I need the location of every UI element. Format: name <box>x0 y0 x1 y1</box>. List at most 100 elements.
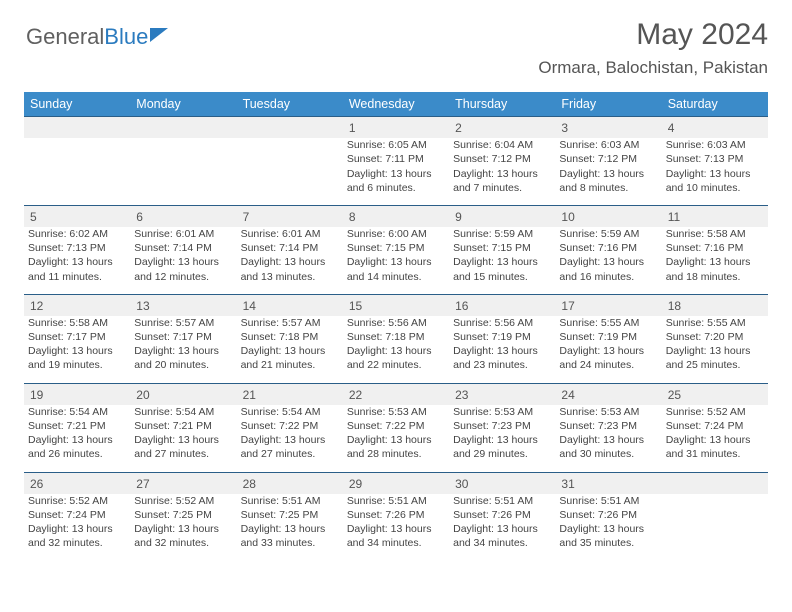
day-number-cell: 26 <box>24 472 130 494</box>
day-number-cell: 19 <box>24 383 130 405</box>
day-detail-cell: Sunrise: 6:03 AMSunset: 7:12 PMDaylight:… <box>555 138 661 205</box>
day-number-cell: 2 <box>449 117 555 139</box>
sunrise-text: Sunrise: 5:54 AM <box>241 405 339 419</box>
day-number-cell: 1 <box>343 117 449 139</box>
day-number-cell: 3 <box>555 117 661 139</box>
day-detail-row: Sunrise: 6:02 AMSunset: 7:13 PM Daylight:… <box>24 227 768 294</box>
day-detail-cell <box>237 138 343 205</box>
sunrise-text: Sunrise: 5:53 AM <box>559 405 657 419</box>
day-detail-cell: Sunrise: 5:54 AMSunset: 7:21 PMDaylight:… <box>24 405 130 472</box>
sunset-text: Sunset: 7:18 PM <box>241 330 339 344</box>
day-detail-cell: Sunrise: 5:55 AMSunset: 7:20 PMDaylight:… <box>662 316 768 383</box>
sunset-text: Sunset: 7:25 PM <box>134 508 232 522</box>
logo-part2: Blue <box>104 24 148 49</box>
sunrise-text: Sunrise: 6:02 AM <box>28 227 126 241</box>
day-number-cell: 11 <box>662 205 768 227</box>
sunset-text: Sunset: 7:17 PM <box>28 330 126 344</box>
sunset-text: Sunset: 7:22 PM <box>347 419 445 433</box>
sunrise-text: Sunrise: 6:03 AM <box>666 138 764 152</box>
sunset-text: Sunset: 7:16 PM <box>666 241 764 255</box>
sunset-text: Sunset: 7:23 PM <box>559 419 657 433</box>
day-detail-cell: Sunrise: 6:04 AMSunset: 7:12 PMDaylight:… <box>449 138 555 205</box>
daylight-text: Daylight: 13 hours and 10 minutes. <box>666 167 764 195</box>
day-detail-cell: Sunrise: 5:52 AMSunset: 7:24 PMDaylight:… <box>662 405 768 472</box>
day-number-cell: 31 <box>555 472 661 494</box>
day-number-cell: 10 <box>555 205 661 227</box>
day-number-row: 12131415161718 <box>24 294 768 316</box>
sunset-text: Sunset: 7:24 PM <box>28 508 126 522</box>
day-detail-cell: Sunrise: 6:02 AMSunset: 7:13 PMDaylight:… <box>24 227 130 294</box>
weekday-header: Monday <box>130 92 236 117</box>
sunrise-text: Sunrise: 5:51 AM <box>347 494 445 508</box>
sunset-text: Sunset: 7:16 PM <box>559 241 657 255</box>
day-number-cell: 8 <box>343 205 449 227</box>
day-detail-cell: Sunrise: 5:51 AMSunset: 7:26 PMDaylight:… <box>555 494 661 561</box>
logo-triangle-icon <box>150 28 168 42</box>
sunset-text: Sunset: 7:12 PM <box>559 152 657 166</box>
daylight-text: Daylight: 13 hours and 19 minutes. <box>28 344 126 372</box>
weekday-header: Sunday <box>24 92 130 117</box>
day-number-row: 262728293031 <box>24 472 768 494</box>
sunrise-text: Sunrise: 5:55 AM <box>559 316 657 330</box>
day-number-cell: 16 <box>449 294 555 316</box>
sunset-text: Sunset: 7:14 PM <box>134 241 232 255</box>
day-number-cell: 6 <box>130 205 236 227</box>
daylight-text: Daylight: 13 hours and 23 minutes. <box>453 344 551 372</box>
day-number-row: 567891011 <box>24 205 768 227</box>
day-detail-cell: Sunrise: 5:54 AMSunset: 7:22 PMDaylight:… <box>237 405 343 472</box>
sunset-text: Sunset: 7:17 PM <box>134 330 232 344</box>
daylight-text: Daylight: 13 hours and 12 minutes. <box>134 255 232 283</box>
daylight-text: Daylight: 13 hours and 34 minutes. <box>347 522 445 550</box>
sunset-text: Sunset: 7:26 PM <box>453 508 551 522</box>
sunset-text: Sunset: 7:13 PM <box>28 241 126 255</box>
sunrise-text: Sunrise: 5:52 AM <box>134 494 232 508</box>
day-detail-row: Sunrise: 5:52 AMSunset: 7:24 PMDaylight:… <box>24 494 768 561</box>
sunrise-text: Sunrise: 5:53 AM <box>347 405 445 419</box>
sunset-text: Sunset: 7:12 PM <box>453 152 551 166</box>
day-detail-cell: Sunrise: 5:58 AMSunset: 7:17 PMDaylight:… <box>24 316 130 383</box>
weekday-header: Friday <box>555 92 661 117</box>
day-number-cell: 9 <box>449 205 555 227</box>
day-detail-cell <box>130 138 236 205</box>
day-number-cell: 14 <box>237 294 343 316</box>
day-detail-cell: Sunrise: 5:53 AMSunset: 7:23 PMDaylight:… <box>449 405 555 472</box>
weekday-header: Saturday <box>662 92 768 117</box>
weekday-header: Tuesday <box>237 92 343 117</box>
weekday-header: Thursday <box>449 92 555 117</box>
daylight-text: Daylight: 13 hours and 13 minutes. <box>241 255 339 283</box>
logo: GeneralBlue <box>26 24 168 50</box>
weekday-header-row: SundayMondayTuesdayWednesdayThursdayFrid… <box>24 92 768 117</box>
daylight-text: Daylight: 13 hours and 32 minutes. <box>134 522 232 550</box>
sunrise-text: Sunrise: 5:57 AM <box>134 316 232 330</box>
daylight-text: Daylight: 13 hours and 15 minutes. <box>453 255 551 283</box>
sunrise-text: Sunrise: 5:51 AM <box>559 494 657 508</box>
sunset-text: Sunset: 7:15 PM <box>347 241 445 255</box>
weekday-header: Wednesday <box>343 92 449 117</box>
sunset-text: Sunset: 7:26 PM <box>347 508 445 522</box>
day-detail-cell: Sunrise: 5:51 AMSunset: 7:25 PMDaylight:… <box>237 494 343 561</box>
day-detail-row: Sunrise: 5:58 AMSunset: 7:17 PMDaylight:… <box>24 316 768 383</box>
sunset-text: Sunset: 7:25 PM <box>241 508 339 522</box>
daylight-text: Daylight: 13 hours and 14 minutes. <box>347 255 445 283</box>
sunrise-text: Sunrise: 5:56 AM <box>453 316 551 330</box>
day-detail-cell: Sunrise: 5:51 AMSunset: 7:26 PMDaylight:… <box>449 494 555 561</box>
sunset-text: Sunset: 7:23 PM <box>453 419 551 433</box>
sunset-text: Sunset: 7:14 PM <box>241 241 339 255</box>
sunrise-text: Sunrise: 5:54 AM <box>28 405 126 419</box>
day-detail-cell: Sunrise: 5:58 AMSunset: 7:16 PMDaylight:… <box>662 227 768 294</box>
daylight-text: Daylight: 13 hours and 29 minutes. <box>453 433 551 461</box>
sunrise-text: Sunrise: 5:58 AM <box>28 316 126 330</box>
daylight-text: Daylight: 13 hours and 31 minutes. <box>666 433 764 461</box>
day-number-cell: 27 <box>130 472 236 494</box>
day-detail-row: Sunrise: 6:05 AMSunset: 7:11 PMDaylight:… <box>24 138 768 205</box>
sunrise-text: Sunrise: 5:52 AM <box>28 494 126 508</box>
day-number-cell <box>130 117 236 139</box>
sunrise-text: Sunrise: 6:04 AM <box>453 138 551 152</box>
location-text: Ormara, Balochistan, Pakistan <box>538 58 768 78</box>
daylight-text: Daylight: 13 hours and 28 minutes. <box>347 433 445 461</box>
sunrise-text: Sunrise: 6:03 AM <box>559 138 657 152</box>
day-number-cell: 28 <box>237 472 343 494</box>
day-number-cell: 24 <box>555 383 661 405</box>
day-detail-cell: Sunrise: 5:59 AMSunset: 7:15 PMDaylight:… <box>449 227 555 294</box>
sunrise-text: Sunrise: 5:59 AM <box>559 227 657 241</box>
